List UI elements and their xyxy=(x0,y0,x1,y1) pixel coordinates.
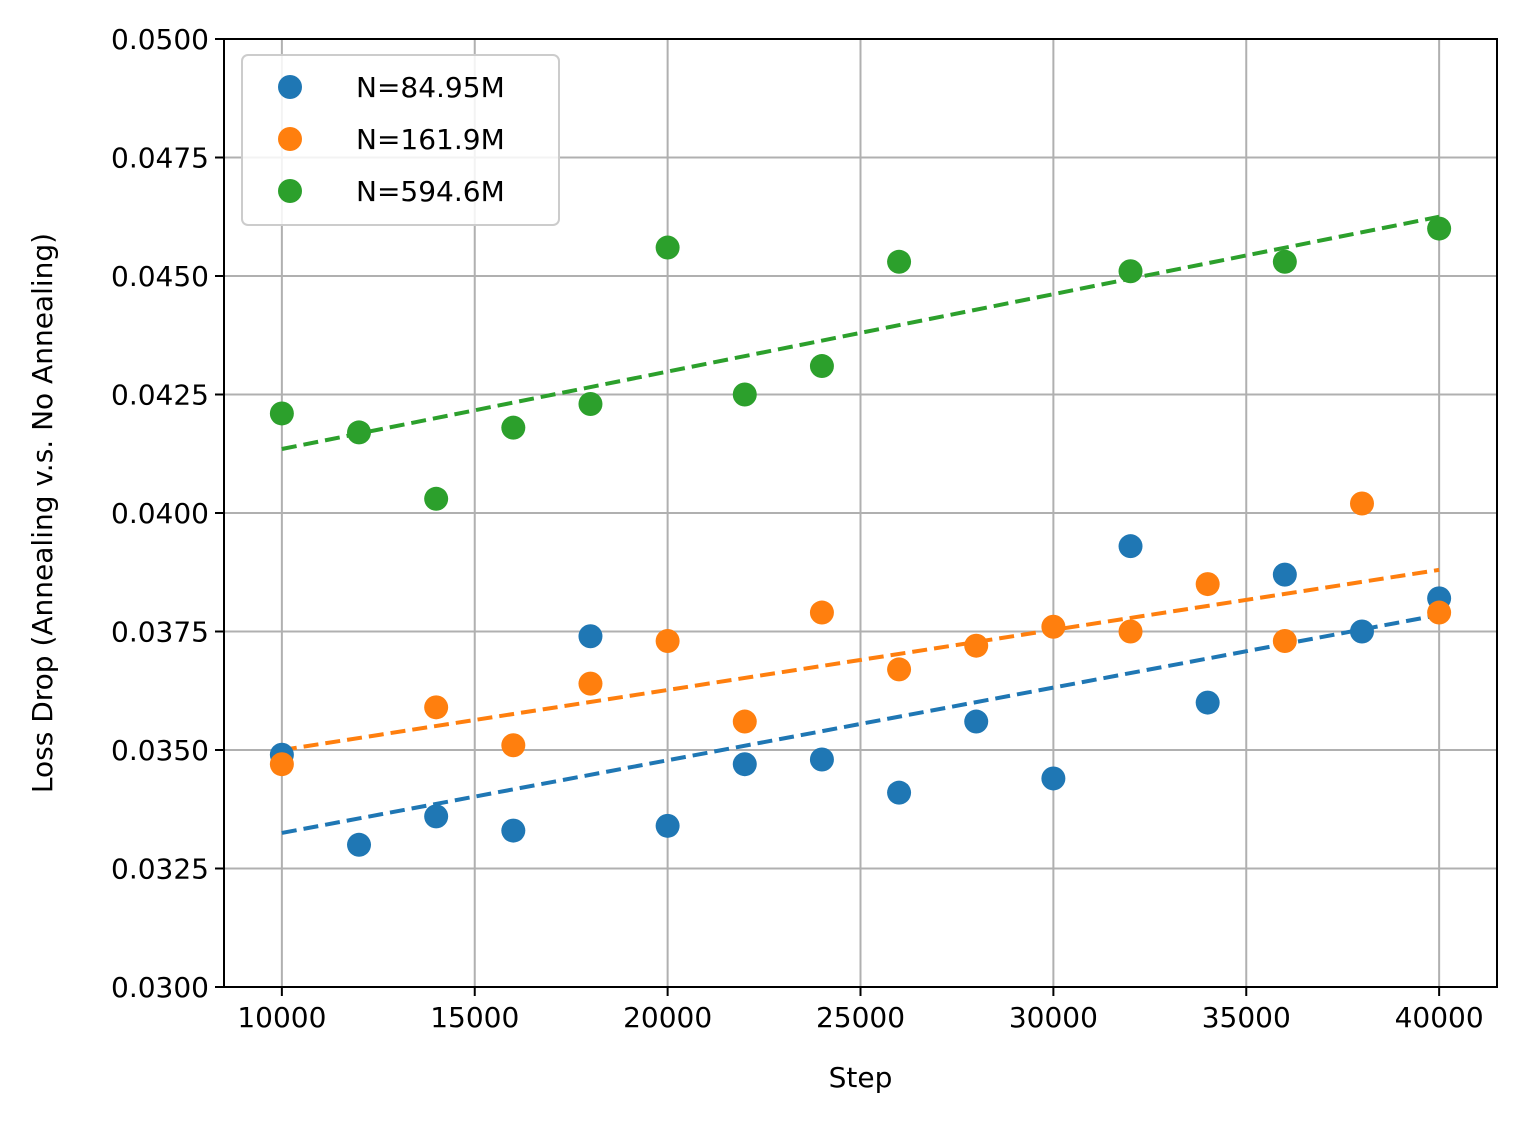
y-tick-label: 0.0325 xyxy=(111,853,209,886)
point-series-1 xyxy=(732,709,757,734)
legend-label: N=594.6M xyxy=(356,175,505,208)
point-series-0 xyxy=(655,813,680,838)
legend: N=84.95M N=161.9M N=594.6M xyxy=(241,54,560,226)
point-series-0 xyxy=(1349,619,1374,644)
fit-line-series-1 xyxy=(281,567,1440,752)
point-series-1 xyxy=(655,628,680,653)
point-series-0 xyxy=(578,624,603,649)
point-series-1 xyxy=(1349,491,1374,516)
point-series-1 xyxy=(1427,600,1452,625)
point-series-2 xyxy=(732,382,757,407)
x-tick-label: 10000 xyxy=(237,1001,326,1034)
point-series-0 xyxy=(964,709,989,734)
point-series-1 xyxy=(809,600,834,625)
x-tick-label: 15000 xyxy=(430,1001,519,1034)
legend-box xyxy=(241,54,560,226)
y-tick-label: 0.0450 xyxy=(111,260,209,293)
x-tick-label: 40000 xyxy=(1395,1001,1484,1034)
point-series-0 xyxy=(1195,690,1220,715)
x-axis-title: Step xyxy=(829,1061,893,1094)
point-series-2 xyxy=(809,354,834,379)
point-series-0 xyxy=(424,804,449,829)
point-series-0 xyxy=(1041,766,1066,791)
point-series-2 xyxy=(655,235,680,260)
point-series-1 xyxy=(424,695,449,720)
y-tick-label: 0.0300 xyxy=(111,971,209,1004)
legend-label: N=84.95M xyxy=(356,71,505,104)
legend-marker xyxy=(278,75,302,99)
y-tick-label: 0.0350 xyxy=(111,734,209,767)
point-series-2 xyxy=(501,415,526,440)
data-points xyxy=(269,216,1452,857)
point-series-1 xyxy=(964,633,989,658)
point-series-1 xyxy=(501,733,526,758)
y-tick-label: 0.0500 xyxy=(111,23,209,56)
y-axis-title: Loss Drop (Annealing v.s. No Annealing) xyxy=(26,233,59,793)
point-series-1 xyxy=(269,752,294,777)
x-tick-label: 25000 xyxy=(816,1001,905,1034)
axis-ticks: 10000 15000 20000 25000 30000 35000 40000 0.030… xyxy=(111,23,1484,1034)
point-series-0 xyxy=(887,780,912,805)
y-tick-label: 0.0475 xyxy=(111,142,209,175)
x-tick-label: 35000 xyxy=(1202,1001,1291,1034)
point-series-1 xyxy=(1272,628,1297,653)
point-series-0 xyxy=(347,832,372,857)
y-tick-label: 0.0425 xyxy=(111,379,209,412)
y-tick-label: 0.0400 xyxy=(111,497,209,530)
point-series-2 xyxy=(1427,216,1452,241)
point-series-2 xyxy=(424,486,449,511)
point-series-0 xyxy=(501,818,526,843)
point-series-1 xyxy=(578,671,603,696)
fit-line-series-0 xyxy=(281,612,1440,835)
grid-layer xyxy=(224,38,1497,988)
legend-marker xyxy=(278,127,302,151)
fit-lines xyxy=(281,214,1440,835)
y-tick-label: 0.0375 xyxy=(111,616,209,649)
point-series-2 xyxy=(1272,249,1297,274)
point-series-1 xyxy=(1041,614,1066,639)
point-series-1 xyxy=(1195,572,1220,597)
x-tick-label: 30000 xyxy=(1009,1001,1098,1034)
point-series-0 xyxy=(1118,534,1143,559)
point-series-2 xyxy=(578,391,603,416)
x-tick-label: 20000 xyxy=(623,1001,712,1034)
point-series-2 xyxy=(269,401,294,426)
legend-marker xyxy=(278,179,302,203)
point-series-1 xyxy=(1118,619,1143,644)
point-series-0 xyxy=(732,752,757,777)
legend-label: N=161.9M xyxy=(356,123,505,156)
point-series-0 xyxy=(1272,562,1297,587)
point-series-1 xyxy=(887,657,912,682)
point-series-2 xyxy=(887,249,912,274)
point-series-2 xyxy=(347,420,372,445)
point-series-2 xyxy=(1118,259,1143,284)
point-series-0 xyxy=(809,747,834,772)
